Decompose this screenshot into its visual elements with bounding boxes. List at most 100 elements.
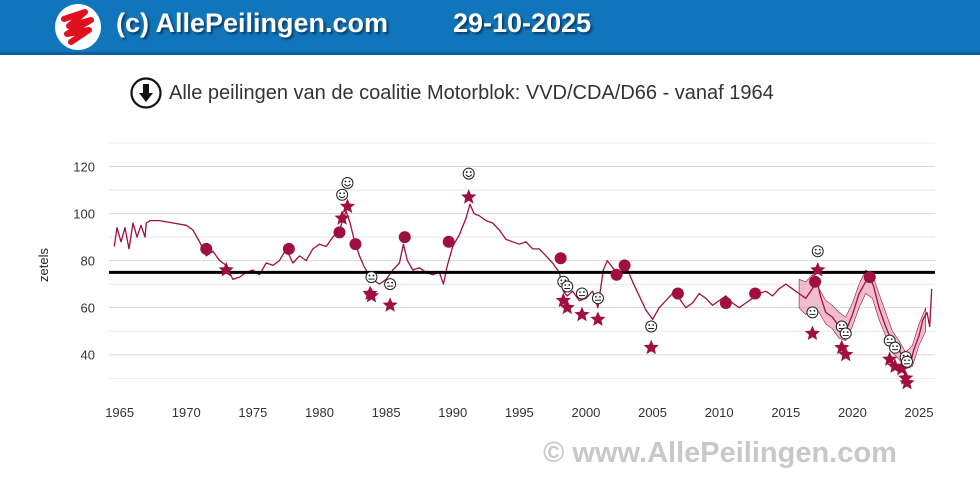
neutral-face-icon	[591, 292, 604, 305]
y-tick-label: 100	[73, 207, 95, 222]
face-eye	[387, 281, 390, 284]
face-eye	[904, 359, 906, 362]
x-tick-label: 2000	[571, 405, 600, 420]
election-star-marker	[218, 262, 234, 277]
x-tick-label: 1970	[172, 405, 201, 420]
election-star-marker	[461, 189, 477, 204]
election-star-marker	[899, 374, 915, 390]
election-star-marker	[574, 306, 590, 322]
face-mouth	[338, 195, 346, 199]
election-dot-marker	[618, 259, 631, 272]
face-mouth	[814, 251, 822, 255]
y-tick-label: 80	[81, 254, 95, 269]
x-tick-label: 2015	[771, 405, 800, 420]
x-tick-label: 1995	[505, 405, 534, 420]
y-tick-label: 60	[81, 301, 95, 316]
face-eye	[465, 171, 468, 173]
face-eye	[343, 192, 346, 195]
x-tick-label: 2005	[638, 405, 667, 420]
x-tick-label: 1985	[372, 405, 401, 420]
election-dot-marker	[809, 275, 822, 288]
election-star-marker	[382, 297, 398, 312]
face-mouth	[465, 174, 473, 178]
election-dot-marker	[349, 238, 362, 251]
neutral-face-icon	[889, 341, 902, 354]
face-eye	[886, 338, 889, 340]
election-star-marker	[838, 346, 854, 362]
election-star-marker	[559, 299, 575, 315]
x-tick-label: 1980	[305, 405, 334, 420]
election-dot-marker	[200, 242, 213, 255]
face-eye	[890, 338, 893, 340]
face-outline	[365, 271, 378, 284]
face-eye	[595, 295, 597, 298]
poll-series-line	[113, 203, 933, 368]
happy-face-icon	[341, 176, 354, 189]
header-bar: (c) AllePeilingen.com 29-10-2025	[0, 0, 980, 55]
face-eye	[813, 309, 816, 312]
face-outline	[839, 327, 852, 340]
y-tick-label: 40	[81, 348, 95, 363]
neutral-face-icon	[561, 280, 574, 293]
election-dot-marker	[749, 287, 762, 300]
election-star-marker	[334, 210, 350, 225]
election-star-marker	[339, 198, 356, 213]
face-outline	[889, 341, 902, 354]
face-eye	[896, 345, 898, 348]
x-tick-label: 2010	[705, 405, 734, 420]
face-eye	[818, 248, 821, 251]
face-eye	[344, 180, 347, 183]
face-eye	[902, 354, 905, 357]
neutral-face-icon	[365, 271, 378, 284]
face-eye	[368, 274, 371, 277]
face-eye	[469, 171, 472, 173]
face-eye	[814, 248, 817, 251]
neutral-face-icon	[384, 278, 397, 291]
site-name[interactable]: (c) AllePeilingen.com	[116, 8, 389, 38]
face-eye	[391, 281, 394, 284]
allepeilingen-logo-icon[interactable]	[55, 4, 101, 50]
election-dot-marker	[442, 235, 455, 248]
neutral-face-icon	[575, 287, 588, 300]
election-star-marker	[363, 287, 380, 303]
election-dot-marker	[719, 296, 732, 309]
election-markers	[200, 189, 915, 390]
face-eye	[652, 324, 655, 326]
election-dot-marker	[282, 242, 295, 255]
face-eye	[372, 274, 375, 277]
election-dot-marker	[863, 271, 876, 284]
x-tick-label: 2020	[838, 405, 867, 420]
face-eye	[568, 284, 571, 286]
face-annotations	[336, 167, 914, 368]
face-eye	[648, 324, 651, 326]
face-outline	[575, 287, 588, 300]
election-star-marker	[804, 325, 820, 340]
face-outline	[462, 167, 475, 180]
face-eye	[599, 295, 601, 298]
chart-title-row: Alle peilingen van de coalitie Motorblok…	[130, 76, 774, 110]
face-eye	[583, 291, 585, 293]
header-date: 29-10-2025	[453, 8, 592, 38]
election-dot-marker	[554, 252, 567, 265]
chart-title: Alle peilingen van de coalitie Motorblok…	[169, 81, 774, 104]
election-dot-marker	[671, 287, 684, 300]
face-outline	[806, 306, 819, 319]
happy-face-icon	[336, 188, 349, 201]
x-tick-label: 1975	[238, 405, 267, 420]
y-axis-ticks: 40 60 80 100 120	[73, 160, 95, 363]
happy-face-icon	[462, 167, 475, 180]
face-eye	[339, 192, 342, 195]
face-outline	[336, 188, 349, 201]
face-eye	[348, 180, 351, 183]
neutral-face-icon	[806, 306, 819, 319]
face-eye	[892, 345, 894, 348]
election-star-marker	[643, 339, 659, 355]
election-star-marker	[590, 311, 606, 326]
happy-face-icon	[811, 245, 824, 258]
election-dot-marker	[398, 231, 411, 244]
neutral-face-icon	[839, 327, 852, 340]
download-arrow-icon[interactable]	[130, 77, 162, 109]
face-eye	[579, 291, 581, 293]
poll-line	[113, 203, 933, 368]
